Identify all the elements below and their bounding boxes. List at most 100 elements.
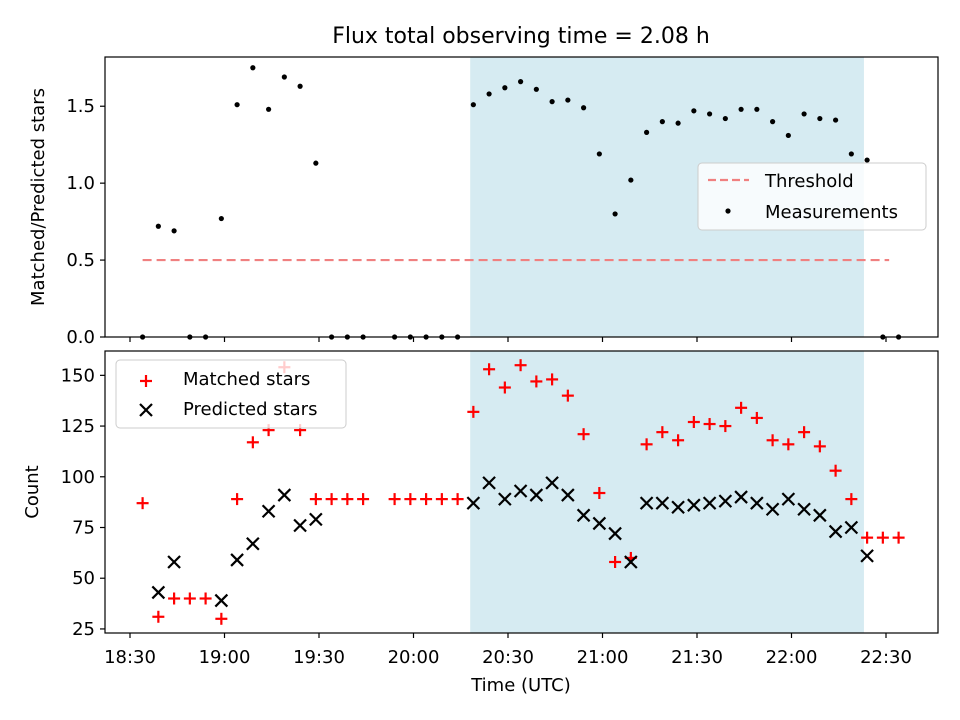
matched-star-point (357, 493, 370, 506)
measurement-point (770, 119, 776, 125)
measurement-point (297, 83, 303, 89)
matched-star-point (498, 381, 511, 394)
predicted-star-point (797, 502, 811, 517)
matched-star-point (404, 493, 417, 506)
matched-star-point (231, 493, 244, 506)
measurement-point (549, 99, 555, 105)
legend-measurements-label: Measurements (765, 202, 898, 223)
bottom-y-tick-label: 150 (61, 365, 95, 386)
matched-star-point (546, 373, 559, 386)
matched-star-point (640, 438, 653, 451)
legend-predicted-swatch (139, 403, 153, 417)
predicted-star-point (261, 504, 276, 519)
x-axis-label: Time (UTC) (470, 675, 571, 696)
measurement-point (171, 228, 177, 234)
legend-predicted-label: Predicted stars (183, 399, 317, 420)
predicted-star-point (151, 585, 166, 600)
matched-star-point (766, 434, 779, 447)
matched-star-point (577, 428, 590, 441)
matched-star-point (388, 493, 401, 506)
matched-star-point (750, 411, 763, 424)
top-legend: Threshold Measurements (697, 162, 927, 231)
measurement-point (785, 132, 791, 139)
measurement-point (470, 102, 476, 108)
predicted-star-point (608, 526, 622, 541)
legend-matched-label: Matched stars (183, 369, 310, 390)
matched-star-point (152, 610, 165, 623)
predicted-star-point (781, 492, 796, 506)
matched-star-point (687, 416, 700, 429)
matched-star-point (829, 464, 842, 477)
top-y-tick-label: 0.5 (66, 250, 95, 271)
measurement-point (659, 119, 665, 125)
predicted-star-point (624, 555, 638, 569)
measurement-point (502, 85, 508, 91)
predicted-star-point (687, 498, 701, 512)
measurement-point (234, 102, 240, 108)
predicted-star-point (639, 496, 654, 510)
matched-star-point (183, 592, 196, 605)
measurement-point (691, 108, 697, 114)
measurement-point (722, 115, 728, 122)
measurement-point (581, 105, 587, 111)
matched-star-point (892, 531, 905, 544)
predicted-star-point (734, 490, 748, 504)
matched-star-point (514, 359, 527, 372)
bottom-highlight-span (470, 351, 864, 633)
predicted-star-point (309, 512, 323, 527)
legend-measurements-swatch (725, 208, 731, 214)
matched-star-point (782, 438, 795, 451)
x-tick-label: 22:00 (766, 647, 818, 668)
top-panel: 0.0 0.5 1.0 1.5 Matched/Predicted stars Thr… (28, 56, 939, 348)
measurement-point (754, 106, 760, 112)
top-y-axis: 0.0 0.5 1.0 1.5 (66, 96, 105, 348)
matched-star-point (199, 592, 212, 605)
predicted-star-point (513, 484, 528, 498)
top-x-axis-ticks (129, 337, 887, 342)
bottom-panel: 25 50 75 100 125 150 18:30 19:00 19:30 20:00 20:3… (22, 350, 939, 696)
top-y-tick-label: 0.0 (66, 327, 95, 348)
top-y-tick-label: 1.0 (66, 173, 95, 194)
top-axes-frame (104, 56, 939, 338)
predicted-star-point (214, 593, 229, 608)
matched-star-point (593, 487, 606, 500)
measurement-point (738, 106, 744, 112)
legend-matched-swatch (140, 375, 152, 387)
matched-star-point (876, 531, 889, 544)
predicted-star-point (576, 508, 591, 523)
matched-star-point (309, 493, 322, 506)
predicted-star-point (561, 488, 575, 502)
predicted-star-point (828, 524, 843, 539)
bottom-legend: Matched stars Predicted stars (115, 359, 347, 429)
measurement-point (518, 79, 524, 85)
measurement-point (817, 115, 823, 122)
predicted-star-point (655, 496, 670, 510)
matched-star-point (467, 405, 480, 418)
measurement-point (801, 111, 807, 117)
predicted-star-point (482, 476, 496, 490)
matched-star-point (435, 493, 448, 506)
measurement-point (848, 151, 854, 157)
legend-threshold-label: Threshold (764, 171, 854, 192)
matched-star-point (735, 401, 748, 414)
x-tick-label: 19:00 (199, 647, 251, 668)
predicted-star-point (529, 488, 544, 502)
measurement-point (565, 97, 571, 103)
x-tick-label: 19:30 (293, 647, 345, 668)
measurement-point (155, 223, 161, 229)
measurement-point (281, 74, 287, 80)
measurement-point (266, 106, 272, 112)
matched-star-point (861, 531, 874, 544)
matched-star-point (420, 493, 433, 506)
predicted-star-point (718, 494, 733, 508)
top-y-tick-label: 1.5 (66, 96, 95, 117)
bottom-y-tick-label: 50 (72, 568, 95, 589)
measurement-point (612, 211, 618, 217)
measurement-point (596, 151, 602, 157)
measurement-point (707, 111, 713, 117)
measurement-point (250, 65, 256, 71)
top-legend-box (697, 162, 927, 231)
measurement-point (218, 215, 224, 222)
matched-star-point (656, 426, 669, 439)
